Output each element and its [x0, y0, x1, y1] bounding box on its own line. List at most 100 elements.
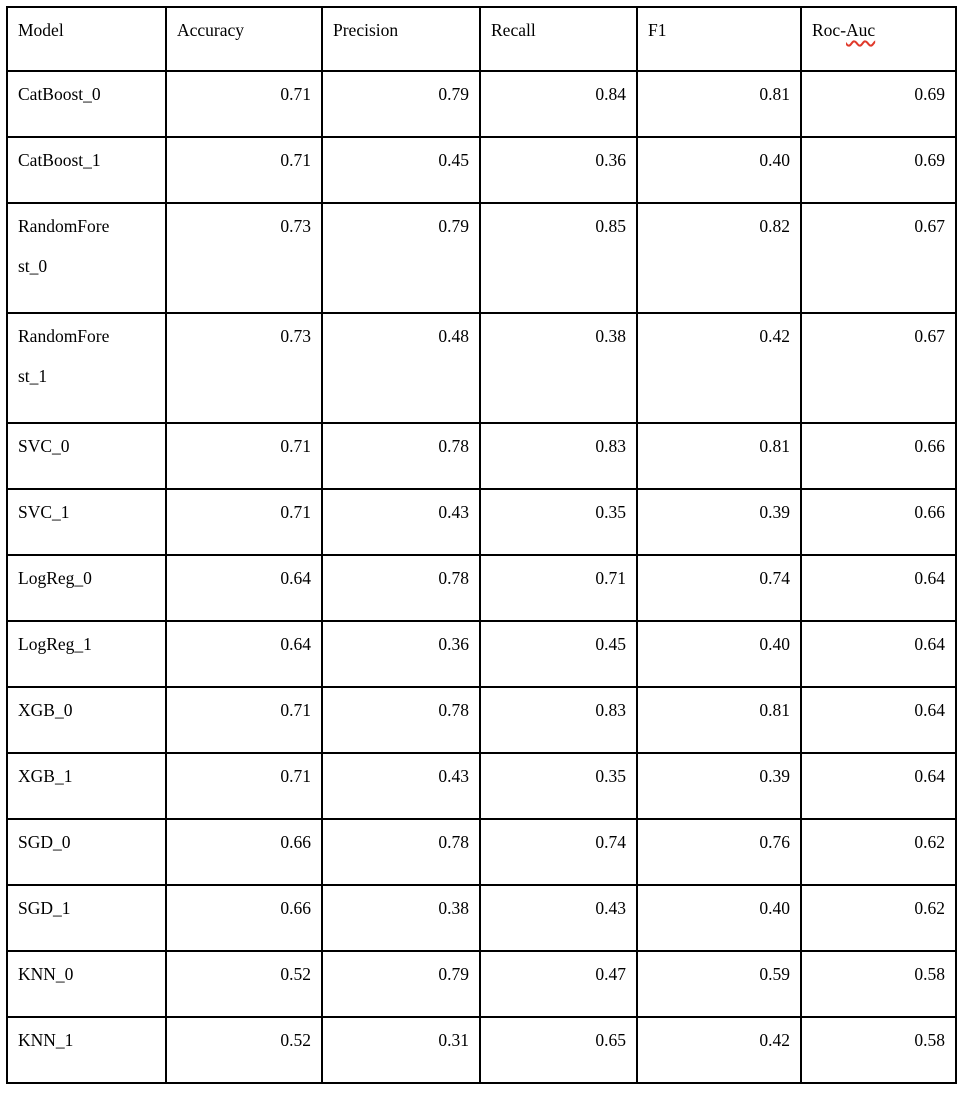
- cell-f1: 0.81: [636, 70, 802, 138]
- cell-roc-auc: 0.67: [800, 202, 957, 314]
- cell-precision: 0.78: [321, 818, 481, 886]
- table-row-xgb-1: XGB_1 0.71 0.43 0.35 0.39 0.64: [6, 752, 957, 820]
- cell-roc-auc: 0.62: [800, 884, 957, 952]
- cell-recall: 0.36: [479, 136, 638, 204]
- cell-precision: 0.79: [321, 202, 481, 314]
- cell-accuracy: 0.64: [165, 620, 323, 688]
- cell-roc-auc: 0.62: [800, 818, 957, 886]
- cell-f1: 0.40: [636, 136, 802, 204]
- cell-roc-auc: 0.69: [800, 70, 957, 138]
- cell-roc-auc: 0.64: [800, 686, 957, 754]
- cell-model: CatBoost_0: [6, 70, 167, 138]
- cell-roc-auc: 0.64: [800, 752, 957, 820]
- table-row-randomforest-0: RandomFore st_0 0.73 0.79 0.85 0.82 0.67: [6, 202, 957, 314]
- column-header-accuracy: Accuracy: [165, 6, 323, 72]
- table-row-logreg-0: LogReg_0 0.64 0.78 0.71 0.74 0.64: [6, 554, 957, 622]
- cell-f1: 0.76: [636, 818, 802, 886]
- cell-precision: 0.38: [321, 884, 481, 952]
- cell-model: SVC_0: [6, 422, 167, 490]
- cell-f1: 0.81: [636, 686, 802, 754]
- cell-model: XGB_0: [6, 686, 167, 754]
- model-metrics-table: Model Accuracy Precision Recall F1 Roc-A…: [6, 6, 957, 1084]
- cell-precision: 0.36: [321, 620, 481, 688]
- cell-model: CatBoost_1: [6, 136, 167, 204]
- cell-accuracy: 0.64: [165, 554, 323, 622]
- cell-precision: 0.43: [321, 752, 481, 820]
- cell-precision: 0.78: [321, 422, 481, 490]
- cell-recall: 0.45: [479, 620, 638, 688]
- cell-precision: 0.78: [321, 554, 481, 622]
- cell-roc-auc: 0.66: [800, 422, 957, 490]
- cell-recall: 0.35: [479, 488, 638, 556]
- spellcheck-underline: Auc: [846, 20, 876, 40]
- column-header-model: Model: [6, 6, 167, 72]
- cell-f1: 0.59: [636, 950, 802, 1018]
- cell-roc-auc: 0.64: [800, 554, 957, 622]
- cell-recall: 0.65: [479, 1016, 638, 1084]
- cell-f1: 0.40: [636, 884, 802, 952]
- cell-accuracy: 0.66: [165, 818, 323, 886]
- cell-recall: 0.84: [479, 70, 638, 138]
- table-row-svc-0: SVC_0 0.71 0.78 0.83 0.81 0.66: [6, 422, 957, 490]
- roc-auc-prefix: Roc-: [812, 20, 847, 40]
- table-row-xgb-0: XGB_0 0.71 0.78 0.83 0.81 0.64: [6, 686, 957, 754]
- table-header-row: Model Accuracy Precision Recall F1 Roc-A…: [6, 6, 957, 72]
- cell-accuracy: 0.52: [165, 1016, 323, 1084]
- cell-model: KNN_0: [6, 950, 167, 1018]
- cell-f1: 0.74: [636, 554, 802, 622]
- table-row-sgd-0: SGD_0 0.66 0.78 0.74 0.76 0.62: [6, 818, 957, 886]
- cell-model: KNN_1: [6, 1016, 167, 1084]
- cell-f1: 0.39: [636, 752, 802, 820]
- cell-precision: 0.79: [321, 950, 481, 1018]
- cell-f1: 0.39: [636, 488, 802, 556]
- cell-model: RandomFore st_1: [6, 312, 167, 424]
- table-row-randomforest-1: RandomFore st_1 0.73 0.48 0.38 0.42 0.67: [6, 312, 957, 424]
- cell-f1: 0.40: [636, 620, 802, 688]
- table-row-catboost-0: CatBoost_0 0.71 0.79 0.84 0.81 0.69: [6, 70, 957, 138]
- cell-precision: 0.48: [321, 312, 481, 424]
- cell-model: SGD_0: [6, 818, 167, 886]
- cell-model: LogReg_1: [6, 620, 167, 688]
- table-row-sgd-1: SGD_1 0.66 0.38 0.43 0.40 0.62: [6, 884, 957, 952]
- cell-accuracy: 0.66: [165, 884, 323, 952]
- cell-roc-auc: 0.58: [800, 950, 957, 1018]
- cell-model: XGB_1: [6, 752, 167, 820]
- cell-accuracy: 0.52: [165, 950, 323, 1018]
- cell-f1: 0.81: [636, 422, 802, 490]
- cell-recall: 0.83: [479, 686, 638, 754]
- cell-f1: 0.82: [636, 202, 802, 314]
- cell-f1: 0.42: [636, 1016, 802, 1084]
- table-row-logreg-1: LogReg_1 0.64 0.36 0.45 0.40 0.64: [6, 620, 957, 688]
- cell-recall: 0.83: [479, 422, 638, 490]
- cell-accuracy: 0.71: [165, 752, 323, 820]
- cell-recall: 0.47: [479, 950, 638, 1018]
- cell-model: SVC_1: [6, 488, 167, 556]
- column-header-recall: Recall: [479, 6, 638, 72]
- cell-precision: 0.79: [321, 70, 481, 138]
- cell-accuracy: 0.71: [165, 488, 323, 556]
- cell-f1: 0.42: [636, 312, 802, 424]
- cell-model: SGD_1: [6, 884, 167, 952]
- cell-model: RandomFore st_0: [6, 202, 167, 314]
- cell-roc-auc: 0.66: [800, 488, 957, 556]
- table-row-knn-1: KNN_1 0.52 0.31 0.65 0.42 0.58: [6, 1016, 957, 1084]
- table-row-knn-0: KNN_0 0.52 0.79 0.47 0.59 0.58: [6, 950, 957, 1018]
- cell-accuracy: 0.71: [165, 686, 323, 754]
- table-row-svc-1: SVC_1 0.71 0.43 0.35 0.39 0.66: [6, 488, 957, 556]
- cell-precision: 0.31: [321, 1016, 481, 1084]
- cell-accuracy: 0.71: [165, 70, 323, 138]
- column-header-roc-auc: Roc-Auc: [800, 6, 957, 72]
- cell-recall: 0.38: [479, 312, 638, 424]
- cell-accuracy: 0.71: [165, 422, 323, 490]
- cell-recall: 0.71: [479, 554, 638, 622]
- cell-recall: 0.74: [479, 818, 638, 886]
- cell-roc-auc: 0.58: [800, 1016, 957, 1084]
- table-row-catboost-1: CatBoost_1 0.71 0.45 0.36 0.40 0.69: [6, 136, 957, 204]
- cell-accuracy: 0.71: [165, 136, 323, 204]
- cell-recall: 0.43: [479, 884, 638, 952]
- cell-roc-auc: 0.64: [800, 620, 957, 688]
- cell-recall: 0.35: [479, 752, 638, 820]
- cell-model: LogReg_0: [6, 554, 167, 622]
- cell-precision: 0.45: [321, 136, 481, 204]
- column-header-precision: Precision: [321, 6, 481, 72]
